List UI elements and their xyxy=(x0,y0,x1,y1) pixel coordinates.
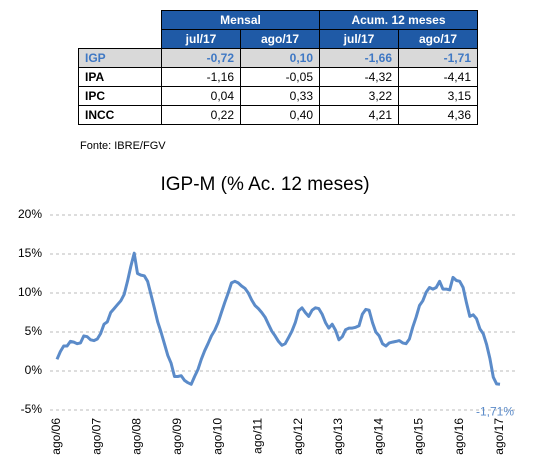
x-tick-label: ago/12 xyxy=(291,418,305,455)
x-tick-label: ago/17 xyxy=(492,418,506,455)
value-label: -1,71% xyxy=(476,405,514,419)
x-tick-label: ago/08 xyxy=(130,418,144,455)
column-header: jul/17 xyxy=(319,29,399,49)
x-tick-label: ago/06 xyxy=(49,418,63,455)
cell: -1,66 xyxy=(319,48,399,68)
y-tick-label: 5% xyxy=(25,324,43,338)
cell: 4,21 xyxy=(319,105,399,125)
cell: -4,32 xyxy=(319,67,399,87)
x-tick-label: ago/16 xyxy=(452,418,466,455)
chart-title: IGP-M (% Ac. 12 meses) xyxy=(160,174,369,195)
y-tick-label: 0% xyxy=(25,363,43,377)
y-tick-label: -5% xyxy=(21,402,43,416)
source-note: Fonte: IBRE/FGV xyxy=(80,140,166,152)
cell: 3,15 xyxy=(398,86,478,106)
y-tick-label: 15% xyxy=(18,246,42,260)
cell: 0,40 xyxy=(240,105,320,125)
cell: 0,10 xyxy=(240,48,320,68)
y-tick-label: 20% xyxy=(18,207,42,221)
x-tick-label: ago/15 xyxy=(412,418,426,455)
group-header: Acum. 12 meses xyxy=(319,10,478,30)
data-table: Mensal Acum. 12 meses jul/17 ago/17 jul/… xyxy=(78,10,478,125)
cell: -4,41 xyxy=(398,67,478,87)
cell: -1,71 xyxy=(398,48,478,68)
cell: 0,22 xyxy=(161,105,241,125)
column-header: ago/17 xyxy=(240,29,320,49)
x-tick-label: ago/07 xyxy=(89,418,103,455)
x-tick-label: ago/10 xyxy=(210,418,224,455)
x-tick-label: ago/13 xyxy=(331,418,345,455)
row-label: INCC xyxy=(78,105,162,125)
x-tick-label: ago/14 xyxy=(371,418,385,455)
x-tick-label: ago/11 xyxy=(251,418,265,454)
series-line xyxy=(55,251,501,386)
y-tick-label: 10% xyxy=(18,285,42,299)
row-label: IGP xyxy=(78,48,162,68)
column-header: jul/17 xyxy=(161,29,241,49)
cell: 4,36 xyxy=(398,105,478,125)
x-tick-label: ago/09 xyxy=(170,418,184,455)
column-header: ago/17 xyxy=(398,29,478,49)
